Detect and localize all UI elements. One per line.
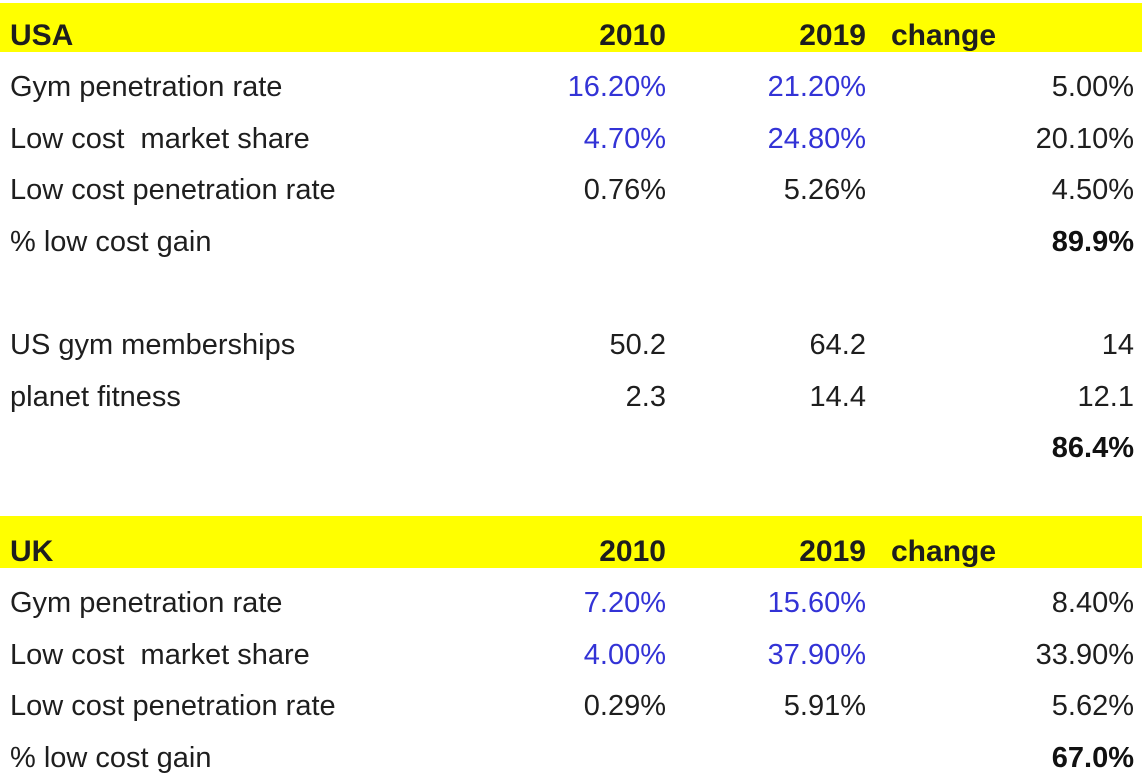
usa-row-gym-penetration: Gym penetration rate 16.20% 21.20% 5.00%: [0, 52, 1142, 104]
cell-2019[interactable]: 24.80%: [767, 122, 866, 155]
cell-change[interactable]: 20.10%: [1035, 122, 1134, 155]
row-label[interactable]: US gym memberships: [10, 329, 296, 362]
cell-change[interactable]: 14: [1101, 329, 1134, 362]
row-label[interactable]: % low cost gain: [10, 741, 212, 774]
row-label[interactable]: Low cost market share: [10, 638, 310, 671]
cell-change[interactable]: 8.40%: [1051, 587, 1134, 620]
cell-2019[interactable]: 37.90%: [767, 638, 866, 671]
cell-2010[interactable]: 0.29%: [583, 690, 666, 723]
cell-2019[interactable]: 14.4: [809, 380, 866, 413]
spacer-row: [0, 464, 1142, 516]
cell-change[interactable]: 86.4%: [1051, 432, 1134, 465]
row-label[interactable]: planet fitness: [10, 380, 181, 413]
cell-2010[interactable]: 2.3: [625, 380, 666, 413]
row-label[interactable]: Gym penetration rate: [10, 71, 283, 104]
row-label[interactable]: Low cost penetration rate: [10, 174, 336, 207]
cell-2010[interactable]: 50.2: [609, 329, 666, 362]
row-label[interactable]: Low cost market share: [10, 122, 310, 155]
uk-row-gym-penetration: Gym penetration rate 7.20% 15.60% 8.40%: [0, 568, 1142, 620]
uk-title-cell[interactable]: UK: [10, 534, 54, 568]
uk-row-low-cost-gain: % low cost gain 67.0%: [0, 722, 1142, 774]
cell-2019[interactable]: 21.20%: [767, 71, 866, 104]
usa-row-planet-fitness: planet fitness 2.3 14.4 12.1: [0, 361, 1142, 413]
uk-col-header-2010[interactable]: 2010: [599, 534, 666, 568]
uk-header-row: UK 2010 2019 change: [0, 515, 1142, 568]
cell-2010[interactable]: 0.76%: [583, 174, 666, 207]
cell-change[interactable]: 67.0%: [1051, 741, 1134, 774]
usa-row-memberships-gain: 86.4%: [0, 413, 1142, 465]
cell-2010[interactable]: 7.20%: [583, 587, 666, 620]
cell-2019[interactable]: 5.26%: [783, 174, 866, 207]
cell-2010[interactable]: 4.00%: [583, 638, 666, 671]
usa-col-header-change[interactable]: change: [891, 18, 997, 52]
row-label[interactable]: Low cost penetration rate: [10, 690, 336, 723]
cell-2019[interactable]: 5.91%: [783, 690, 866, 723]
cell-2010[interactable]: 4.70%: [583, 122, 666, 155]
uk-col-header-2019[interactable]: 2019: [799, 534, 866, 568]
cell-2019[interactable]: 64.2: [809, 329, 866, 362]
usa-row-gym-memberships: US gym memberships 50.2 64.2 14: [0, 310, 1142, 362]
usa-row-low-cost-penetration: Low cost penetration rate 0.76% 5.26% 4.…: [0, 155, 1142, 207]
cell-change[interactable]: 4.50%: [1051, 174, 1134, 207]
usa-title-cell[interactable]: USA: [10, 18, 74, 52]
cell-change[interactable]: 12.1: [1077, 380, 1134, 413]
cell-change[interactable]: 89.9%: [1051, 225, 1134, 258]
usa-col-header-2019[interactable]: 2019: [799, 18, 866, 52]
spacer-row: [0, 258, 1142, 310]
row-label[interactable]: % low cost gain: [10, 225, 212, 258]
cell-2019[interactable]: 15.60%: [767, 587, 866, 620]
cell-change[interactable]: 33.90%: [1035, 638, 1134, 671]
uk-row-low-cost-share: Low cost market share 4.00% 37.90% 33.90…: [0, 619, 1142, 671]
usa-row-low-cost-share: Low cost market share 4.70% 24.80% 20.10…: [0, 103, 1142, 155]
cell-change[interactable]: 5.62%: [1051, 690, 1134, 723]
usa-row-low-cost-gain: % low cost gain 89.9%: [0, 206, 1142, 258]
cell-change[interactable]: 5.00%: [1051, 71, 1134, 104]
uk-row-low-cost-penetration: Low cost penetration rate 0.29% 5.91% 5.…: [0, 671, 1142, 723]
usa-header-row: USA 2010 2019 change: [0, 3, 1142, 52]
cell-2010[interactable]: 16.20%: [567, 71, 666, 104]
uk-col-header-change[interactable]: change: [891, 534, 997, 568]
row-label[interactable]: Gym penetration rate: [10, 587, 283, 620]
usa-col-header-2010[interactable]: 2010: [599, 18, 666, 52]
